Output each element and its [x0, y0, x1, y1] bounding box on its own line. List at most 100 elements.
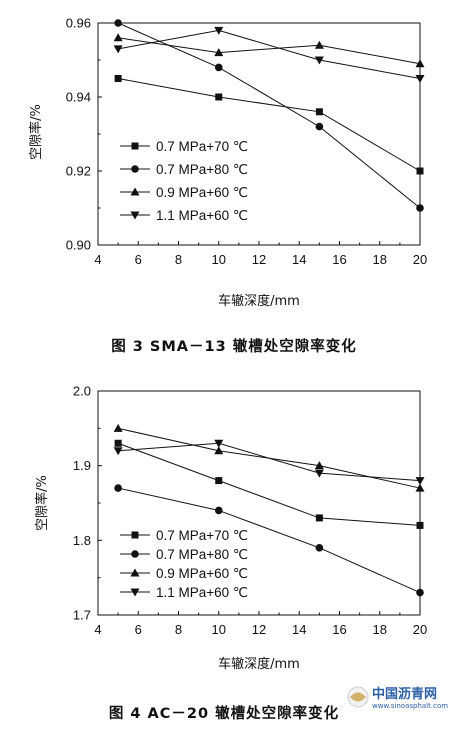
chart-ac20-legend-label: 0.9 MPa+60 ℃ — [156, 566, 248, 581]
chart-sma13-x-tick-label: 6 — [135, 252, 142, 267]
chart-sma13-series-2-point — [214, 63, 223, 72]
chart-sma13-x-tick-label: 14 — [292, 252, 306, 267]
chart-ac20-series-1-point — [215, 477, 223, 485]
chart-ac20-series-4-point — [214, 439, 224, 448]
chart-sma13-x-tick-label: 16 — [332, 252, 346, 267]
chart-ac20-legend-label: 1.1 MPa+60 ℃ — [156, 585, 248, 600]
chart-ac20-series-4-point — [415, 477, 425, 486]
chart-sma13-series-3-point — [214, 48, 224, 57]
chart-ac20-y-tick-label: 1.7 — [73, 608, 91, 623]
chart-sma13-legend-marker — [131, 165, 139, 173]
chart-ac20: 空隙率/% 车辙深度/mm 图 4 AC－20 辙槽处空隙率变化 4 6 8 10 12… — [34, 384, 427, 723]
chart-sma13-series-2 — [114, 19, 424, 212]
chart-sma13-y-tick-label: 0.96 — [66, 16, 91, 31]
chart-sma13-series-4-point — [113, 45, 123, 54]
chart-ac20-series-3-point — [214, 446, 224, 455]
chart-sma13-series-4-point — [415, 75, 425, 83]
chart-ac20-series-3-point — [113, 423, 123, 432]
chart-ac20-x-tick-label: 12 — [252, 622, 266, 637]
chart-ac20-x-tick-label: 10 — [212, 622, 226, 637]
chart-ac20-series-3-point — [415, 483, 425, 492]
chart-sma13-caption: 图 3 SMA－13 辙槽处空隙率变化 — [111, 337, 357, 355]
chart-sma13-series-1 — [114, 75, 424, 175]
chart-sma13-x-tick-label: 8 — [175, 252, 182, 267]
globe-icon-detail — [350, 692, 366, 702]
chart-ac20-x-tick-label: 14 — [292, 622, 306, 637]
chart-sma13-series-1-point — [416, 167, 424, 175]
chart-sma13-series-1-point — [114, 75, 122, 82]
watermark-url: www.sinoasphalt.com — [372, 702, 448, 710]
chart-sma13-series-1-point — [315, 108, 323, 116]
chart-sma13-series-2-point — [416, 204, 424, 212]
chart-sma13-legend-item-4: 1.1 MPa+60 ℃ — [120, 208, 248, 223]
chart-ac20-series-1-point — [416, 521, 424, 529]
chart-ac20-legend-marker — [130, 568, 140, 577]
chart-ac20-series-2-line — [118, 487, 421, 594]
chart-sma13-x-tick-label: 4 — [94, 252, 101, 267]
chart-sma13-xlabel: 车辙深度/mm — [218, 293, 300, 309]
chart-sma13-legend-label: 0.7 MPa+80 ℃ — [156, 162, 248, 177]
chart-ac20-x-tick-label: 18 — [373, 622, 387, 637]
chart-sma13-legend-label: 1.1 MPa+60 ℃ — [156, 208, 248, 223]
chart-ac20-xlabel: 车辙深度/mm — [218, 656, 300, 672]
chart-ac20-x-tick-label: 4 — [94, 622, 101, 637]
chart-sma13-series-2-point — [114, 19, 122, 27]
chart-ac20-y-tick-label: 1.8 — [73, 533, 91, 548]
chart-ac20-y-tick-label: 1.9 — [73, 458, 91, 473]
chart-ac20-legend-label: 0.7 MPa+70 ℃ — [156, 528, 248, 543]
chart-sma13-y-tick-label: 0.92 — [66, 164, 91, 179]
chart-sma13-legend-marker — [131, 142, 139, 150]
chart-sma13-x-tick-label: 18 — [373, 252, 387, 267]
chart-sma13-series-4-point — [314, 56, 324, 65]
chart-ac20-legend-marker — [131, 550, 139, 558]
chart-ac20-series-1-point — [315, 514, 323, 522]
chart-ac20-legend-item-4: 1.1 MPa+60 ℃ — [120, 585, 248, 600]
chart-sma13-series-3-point — [314, 40, 324, 49]
chart-ac20-legend-item-3: 0.9 MPa+60 ℃ — [120, 566, 248, 581]
chart-sma13-series-3-point — [415, 59, 425, 68]
chart-sma13-legend-label: 0.7 MPa+70 ℃ — [156, 139, 248, 154]
chart-ac20-series-1-point — [114, 439, 122, 447]
chart-ac20-series-2-point — [214, 506, 223, 515]
chart-ac20-ylabel: 空隙率/% — [34, 475, 50, 531]
chart-ac20-series-1 — [114, 439, 424, 529]
chart-sma13-series-3-point — [113, 33, 123, 42]
chart-sma13-legend-marker — [130, 187, 140, 196]
chart-ac20-x-tick-label: 16 — [332, 622, 346, 637]
chart-ac20-legend-marker — [130, 588, 140, 597]
chart-ac20-series-2 — [114, 484, 424, 597]
chart-ac20-series-4-point — [113, 447, 123, 456]
chart-ac20-series-1-line — [117, 442, 421, 526]
chart-ac20-caption: 图 4 AC－20 辙槽处空隙率变化 — [109, 704, 339, 722]
chart-sma13-series-3-line — [118, 37, 421, 65]
chart-ac20-series-2-point — [114, 484, 122, 492]
chart-sma13-legend-label: 0.9 MPa+60 ℃ — [156, 185, 248, 200]
chart-ac20-legend-label: 0.7 MPa+80 ℃ — [156, 547, 248, 562]
chart-ac20-series-2-point — [315, 544, 324, 552]
chart-ac20-legend-item-2: 0.7 MPa+80 ℃ — [120, 547, 248, 562]
chart-sma13-x-tick-label: 10 — [212, 252, 226, 267]
chart-sma13-x-tick-label: 12 — [252, 252, 266, 267]
watermark-logo: 中国沥青网 www.sinoasphalt.com — [347, 686, 448, 710]
chart-sma13-ylabel: 空隙率/% — [28, 104, 44, 160]
chart-sma13-legend-item-3: 0.9 MPa+60 ℃ — [120, 185, 248, 200]
chart-sma13-plot-frame — [97, 22, 421, 246]
chart-sma13-series-4-line — [118, 29, 421, 79]
chart-sma13-legend-item-1: 0.7 MPa+70 ℃ — [120, 139, 248, 154]
chart-ac20-plot-frame — [97, 390, 421, 616]
chart-ac20-series-4-line — [118, 442, 421, 482]
chart-ac20-y-tick-label: 2.0 — [73, 384, 91, 399]
chart-ac20-series-2-point — [416, 588, 424, 597]
watermark-name: 中国沥青网 — [372, 686, 437, 702]
chart-sma13-series-1-line — [118, 78, 421, 172]
chart-sma13-series-4-point — [214, 26, 224, 35]
chart-ac20-x-tick-label: 20 — [413, 622, 427, 637]
chart-sma13-series-3 — [113, 33, 425, 68]
chart-ac20-series-3-point — [314, 461, 324, 470]
chart-sma13-legend-marker — [130, 211, 140, 220]
chart-sma13-series-2-line — [117, 22, 421, 209]
chart-ac20-x-tick-label: 8 — [175, 622, 182, 637]
chart-sma13-y-tick-label: 0.94 — [66, 90, 91, 105]
chart-sma13-series-1-point — [215, 93, 223, 101]
